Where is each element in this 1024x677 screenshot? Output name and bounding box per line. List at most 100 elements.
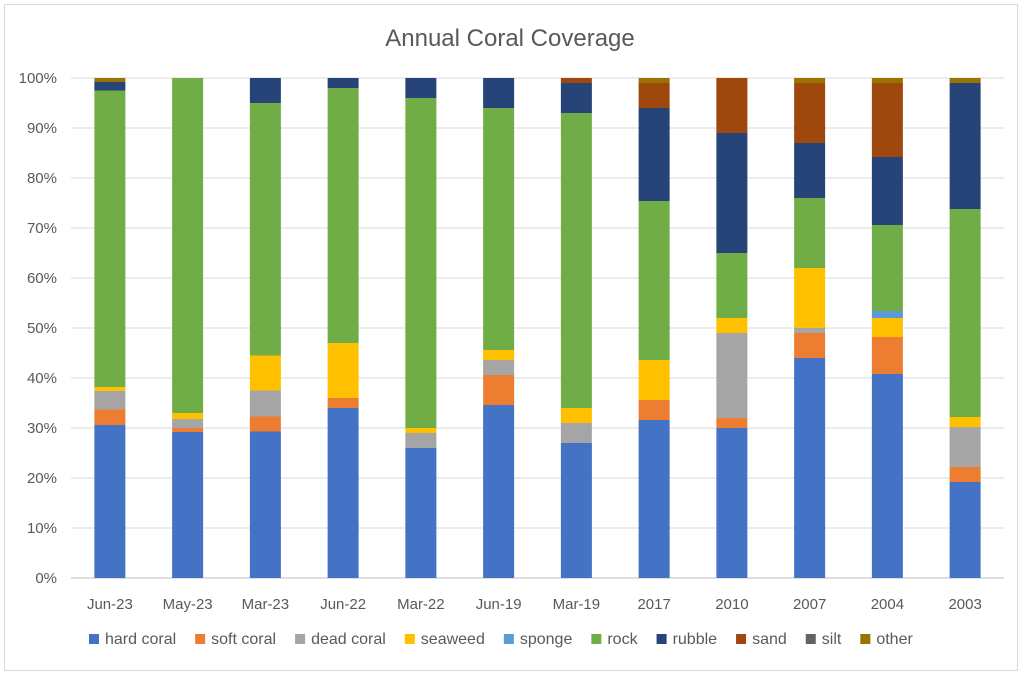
bar-segment (94, 391, 126, 410)
bar-segment (560, 78, 592, 83)
bar-segment (638, 83, 670, 108)
bar-segment (249, 78, 281, 103)
legend-label: rubble (673, 631, 718, 648)
bar-segment (560, 83, 592, 113)
x-tick-label: May-23 (163, 596, 213, 613)
bar-stack (327, 78, 359, 578)
legend-item: sponge (503, 631, 573, 648)
legend: hard coral soft coral dead coral seaweed spo… (89, 631, 913, 648)
legend-item: soft coral (195, 631, 276, 648)
bar-stack (560, 78, 592, 578)
bars (94, 78, 981, 578)
bar-segment (172, 428, 204, 432)
bar-segment (94, 387, 126, 391)
legend-swatch (591, 634, 602, 644)
legend-label: sponge (520, 631, 573, 648)
bar-segment (871, 83, 903, 157)
bar-segment (716, 418, 748, 428)
bar-segment (560, 113, 592, 408)
bar-segment (949, 209, 981, 417)
bar-stack (405, 78, 437, 578)
x-tick-label: 2010 (715, 596, 748, 613)
bar-segment (483, 78, 515, 108)
legend-item: seaweed (404, 631, 485, 648)
bar-segment (949, 78, 981, 83)
bar-segment (172, 419, 204, 428)
y-tick-label: 10% (27, 520, 57, 537)
bar-stack (94, 78, 126, 578)
bar-segment (405, 433, 437, 448)
bar-segment (327, 398, 359, 408)
x-tick-label: 2003 (948, 596, 981, 613)
y-tick-label: 80% (27, 170, 57, 187)
bar-segment (560, 443, 592, 578)
x-tick-label: Mar-23 (242, 596, 290, 613)
bar-segment (172, 78, 204, 413)
x-tick-label: Jun-22 (320, 596, 366, 613)
y-tick-label: 60% (27, 270, 57, 287)
chart-title: Annual Coral Coverage (385, 25, 634, 52)
bar-segment (249, 355, 281, 391)
bar-segment (871, 78, 903, 83)
gridlines (71, 77, 1004, 579)
bar-segment (249, 103, 281, 356)
bar-segment (794, 333, 826, 358)
bar-segment (94, 425, 126, 578)
legend-swatch (736, 634, 747, 644)
legend-swatch (860, 634, 871, 644)
bar-stack (249, 78, 281, 578)
x-tick-label: Mar-19 (553, 596, 601, 613)
bar-segment (172, 413, 204, 419)
bar-segment (405, 428, 437, 433)
bar-segment (327, 408, 359, 578)
bar-segment (794, 83, 826, 143)
bar-segment (871, 337, 903, 374)
bar-stack (871, 78, 903, 578)
legend-swatch (805, 634, 816, 644)
bar-segment (483, 350, 515, 360)
bar-segment (794, 268, 826, 328)
legend-label: soft coral (211, 631, 276, 648)
bar-segment (94, 78, 126, 82)
bar-segment (483, 405, 515, 578)
bar-segment (949, 467, 981, 482)
legend-item: dead coral (295, 631, 386, 648)
bar-segment (560, 423, 592, 443)
bar-segment (249, 431, 281, 578)
bar-segment (94, 409, 126, 425)
bar-segment (327, 78, 359, 88)
bar-segment (327, 88, 359, 343)
bar-segment (172, 432, 204, 578)
bar-stack (794, 78, 826, 578)
bar-segment (871, 311, 903, 318)
bar-segment (871, 374, 903, 578)
y-tick-label: 100% (19, 70, 57, 87)
y-axis-ticks: 0% 10% 20% 30% 40% 50% 60% 70% 80% 90% 100% (19, 70, 57, 587)
legend-label: hard coral (105, 631, 176, 648)
bar-stack (638, 78, 670, 578)
bar-segment (638, 420, 670, 578)
bar-segment (405, 448, 437, 578)
bar-segment (483, 375, 515, 405)
bar-segment (716, 333, 748, 418)
x-tick-label: 2007 (793, 596, 826, 613)
bar-segment (94, 82, 126, 91)
bar-segment (249, 416, 281, 432)
bar-stack (949, 78, 981, 578)
x-tick-label: 2004 (871, 596, 904, 613)
bar-segment (638, 360, 670, 400)
legend-swatch (295, 634, 306, 644)
bar-segment (716, 318, 748, 333)
legend-item: silt (805, 631, 842, 648)
bar-segment (794, 143, 826, 198)
bar-segment (405, 98, 437, 428)
bar-stack (483, 78, 515, 578)
bar-segment (794, 198, 826, 268)
bar-segment (483, 360, 515, 375)
bar-segment (794, 328, 826, 333)
bar-segment (560, 408, 592, 423)
x-tick-label: Mar-22 (397, 596, 445, 613)
y-tick-label: 0% (35, 570, 57, 587)
legend-swatch (195, 634, 206, 644)
